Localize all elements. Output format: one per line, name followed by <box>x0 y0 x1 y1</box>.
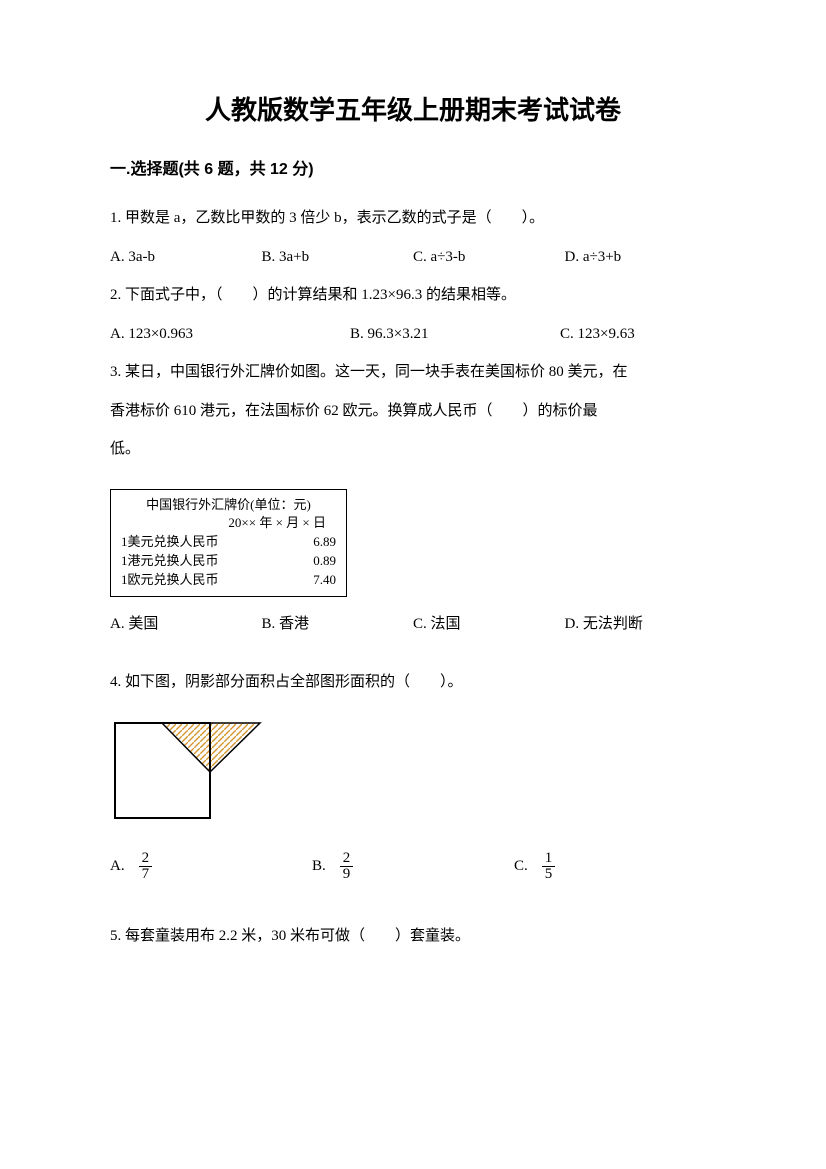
q4-c-fraction: 1 5 <box>542 851 556 884</box>
question-4-options: A. 2 7 B. 2 9 C. 1 5 <box>110 851 716 884</box>
q4-a-den: 7 <box>139 867 153 883</box>
q4-a-num: 2 <box>139 851 153 868</box>
q3-option-d: D. 无法判断 <box>565 607 717 642</box>
q4-c-den: 5 <box>542 867 556 883</box>
question-1-options: A. 3a-b B. 3a+b C. a÷3-b D. a÷3+b <box>110 240 716 275</box>
q4-c-prefix: C. <box>514 858 528 875</box>
rate-label-usd: 1美元兑换人民币 <box>121 533 219 552</box>
q2-option-b: B. 96.3×3.21 <box>350 317 520 352</box>
question-5-text: 5. 每套童装用布 2.2 米，30 米布可做（ ）套童装。 <box>110 919 716 954</box>
question-1-text: 1. 甲数是 a，乙数比甲数的 3 倍少 b，表示乙数的式子是（ ）。 <box>110 201 716 236</box>
question-3-line1: 3. 某日，中国银行外汇牌价如图。这一天，同一块手表在美国标价 80 美元，在 <box>110 355 716 390</box>
q1-option-a: A. 3a-b <box>110 240 262 275</box>
page-title: 人教版数学五年级上册期末考试试卷 <box>110 90 716 127</box>
rate-value-usd: 6.89 <box>294 533 336 552</box>
q4-option-c: C. 1 5 <box>514 851 716 884</box>
q4-a-prefix: A. <box>110 858 125 875</box>
q4-b-num: 2 <box>340 851 354 868</box>
rate-row-usd: 1美元兑换人民币 6.89 <box>121 533 336 552</box>
q2-option-a: A. 123×0.963 <box>110 317 310 352</box>
q4-option-a: A. 2 7 <box>110 851 312 884</box>
q4-b-fraction: 2 9 <box>340 851 354 884</box>
q4-a-fraction: 2 7 <box>139 851 153 884</box>
question-4-figure <box>110 718 280 823</box>
question-3-options: A. 美国 B. 香港 C. 法国 D. 无法判断 <box>110 607 716 642</box>
question-2-text: 2. 下面式子中，（ ）的计算结果和 1.23×96.3 的结果相等。 <box>110 278 716 313</box>
rate-header-1: 中国银行外汇牌价(单位：元) <box>121 496 336 515</box>
q3-option-c: C. 法国 <box>413 607 565 642</box>
rate-label-eur: 1欧元兑换人民币 <box>121 571 219 590</box>
rate-value-hkd: 0.89 <box>294 552 336 571</box>
rate-label-hkd: 1港元兑换人民币 <box>121 552 219 571</box>
q3-option-a: A. 美国 <box>110 607 262 642</box>
rate-row-hkd: 1港元兑换人民币 0.89 <box>121 552 336 571</box>
q4-c-num: 1 <box>542 851 556 868</box>
q4-option-b: B. 2 9 <box>312 851 514 884</box>
rate-header-2: 20×× 年 × 月 × 日 <box>121 514 336 533</box>
exchange-rate-table: 中国银行外汇牌价(单位：元) 20×× 年 × 月 × 日 1美元兑换人民币 6… <box>110 489 347 597</box>
section-1-header: 一.选择题(共 6 题，共 12 分) <box>110 155 716 179</box>
q3-option-b: B. 香港 <box>262 607 414 642</box>
q2-option-c: C. 123×9.63 <box>560 317 730 352</box>
q1-option-d: D. a÷3+b <box>565 240 717 275</box>
question-2-options: A. 123×0.963 B. 96.3×3.21 C. 123×9.63 <box>110 317 716 352</box>
q1-option-c: C. a÷3-b <box>413 240 565 275</box>
q4-b-den: 9 <box>340 867 354 883</box>
question-4-text: 4. 如下图，阴影部分面积占全部图形面积的（ ）。 <box>110 665 716 700</box>
q1-option-b: B. 3a+b <box>262 240 414 275</box>
question-3-line3: 低。 <box>110 432 716 467</box>
q4-b-prefix: B. <box>312 858 326 875</box>
rate-value-eur: 7.40 <box>294 571 336 590</box>
rate-row-eur: 1欧元兑换人民币 7.40 <box>121 571 336 590</box>
question-3-line2: 香港标价 610 港元，在法国标价 62 欧元。换算成人民币（ ）的标价最 <box>110 394 716 429</box>
